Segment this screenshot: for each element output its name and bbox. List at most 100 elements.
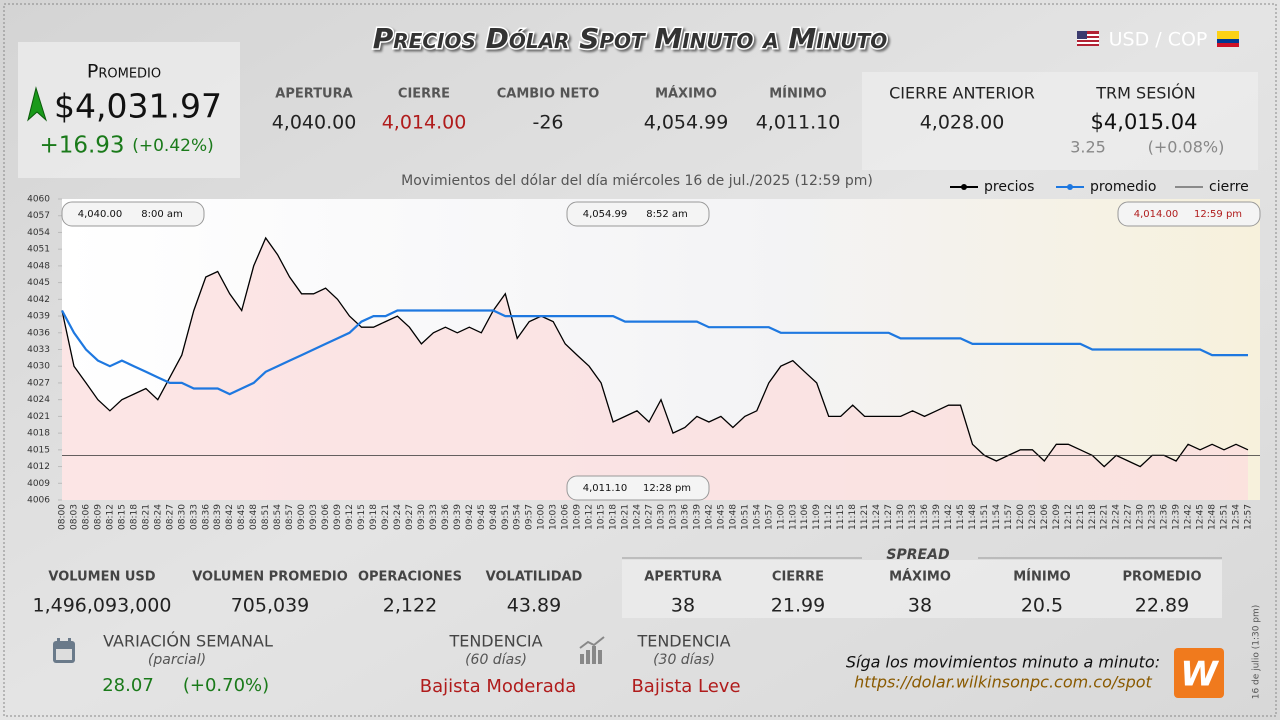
x-tick-label: 12:45	[1196, 504, 1206, 530]
summary-label: CIERRE	[398, 87, 450, 102]
annotation-time: 8:52 am	[646, 209, 688, 220]
chart-title: Movimientos del dólar del día miércoles …	[401, 173, 873, 189]
y-tick-label: 4042	[27, 295, 50, 305]
x-tick-label: 08:39	[213, 504, 223, 530]
x-tick-label: 08:45	[237, 504, 247, 530]
x-tick-label: 12:48	[1208, 504, 1218, 530]
summary-value: 4,014.00	[382, 112, 467, 134]
legend-label: cierre	[1209, 179, 1249, 195]
x-tick-label: 10:06	[561, 504, 571, 530]
spread-value: 21.99	[771, 595, 825, 617]
x-tick-label: 11:45	[956, 504, 966, 530]
trend-value: Bajista Leve	[631, 676, 740, 697]
x-tick-label: 12:54	[1232, 504, 1242, 530]
x-tick-label: 11:09	[812, 504, 822, 530]
y-tick-label: 4012	[27, 462, 50, 472]
x-tick-label: 08:24	[153, 504, 163, 530]
x-tick-label: 09:45	[477, 504, 487, 530]
trend-label: TENDENCIA	[448, 632, 542, 651]
stat-label: VOLATILIDAD	[486, 570, 583, 585]
summary-value: 4,040.00	[272, 112, 357, 134]
weekly-sub: (parcial)	[148, 652, 206, 668]
series-line	[61, 236, 1249, 468]
y-tick-label: 4021	[27, 412, 50, 422]
x-tick-label: 12:15	[1076, 504, 1086, 530]
x-tick-label: 08:00	[58, 504, 68, 530]
flag-us	[1077, 31, 1099, 46]
trend-icon	[579, 636, 605, 664]
x-tick-label: 09:42	[465, 504, 475, 530]
x-tick-label: 12:03	[1028, 504, 1038, 530]
x-tick-label: 12:36	[1160, 504, 1170, 530]
stat-label: OPERACIONES	[358, 570, 462, 585]
x-tick-label: 09:00	[297, 504, 307, 530]
summary-label: CAMBIO NETO	[497, 87, 600, 102]
x-tick-label: 10:51	[740, 504, 750, 530]
x-tick-label: 10:27	[645, 504, 655, 530]
x-tick-label: 10:12	[585, 504, 595, 530]
x-tick-label: 08:06	[81, 504, 91, 530]
y-tick-label: 4057	[27, 211, 50, 221]
x-tick-label: 09:48	[489, 504, 499, 530]
timestamp: 16 de julio (1:30 pm)	[1252, 605, 1262, 700]
x-tick-label: 10:18	[609, 504, 619, 530]
x-tick-label: 12:57	[1244, 504, 1254, 530]
promedio-label: Promedio	[87, 61, 161, 83]
x-tick-label: 10:03	[549, 504, 559, 530]
x-tick-label: 09:57	[525, 504, 535, 530]
stat-label: VOLUMEN USD	[48, 570, 155, 585]
x-tick-label: 10:57	[764, 504, 774, 530]
x-tick-label: 12:33	[1148, 504, 1158, 530]
x-tick-label: 11:48	[968, 504, 978, 530]
x-tick-label: 08:51	[261, 504, 271, 530]
legend-marker	[961, 184, 967, 190]
x-tick-label: 09:39	[453, 504, 463, 530]
x-tick-label: 08:48	[249, 504, 259, 530]
spread-label: APERTURA	[644, 570, 721, 585]
spread-title: SPREAD	[886, 547, 949, 563]
y-tick-label: 4039	[27, 312, 50, 322]
annotation-price: 4,054.99	[583, 209, 628, 220]
plot	[58, 198, 1260, 501]
x-tick-label: 11:42	[944, 504, 954, 530]
spread-value: 38	[671, 595, 695, 617]
y-tick-label: 4006	[27, 496, 50, 506]
trend-label: TENDENCIA	[636, 632, 730, 651]
x-tick-label: 08:57	[285, 504, 295, 530]
spread-label: MÁXIMO	[889, 569, 951, 585]
previous-label: CIERRE ANTERIOR	[889, 84, 1035, 103]
spread-value: 20.5	[1021, 595, 1063, 617]
x-tick-label: 10:48	[728, 504, 738, 530]
x-tick-label: 11:06	[800, 504, 810, 530]
x-tick-label: 12:00	[1016, 504, 1026, 530]
annotation-price: 4,011.10	[583, 483, 628, 494]
x-tick-label: 12:18	[1088, 504, 1098, 530]
x-tick-label: 10:39	[692, 504, 702, 530]
x-tick-label: 10:24	[633, 504, 643, 530]
x-tick-label: 09:21	[381, 504, 391, 530]
x-tick-label: 09:36	[441, 504, 451, 530]
x-tick-label: 09:27	[405, 504, 415, 530]
x-tick-label: 12:24	[1112, 504, 1122, 530]
x-tick-label: 08:15	[117, 504, 127, 530]
x-tick-label: 11:30	[896, 504, 906, 530]
x-tick-label: 11:36	[920, 504, 930, 530]
x-tick-label: 09:15	[357, 504, 367, 530]
x-tick-label: 09:24	[393, 504, 403, 530]
annotation-price: 4,040.00	[78, 209, 123, 220]
y-tick-label: 4030	[27, 362, 50, 372]
stat-value: 43.89	[507, 595, 561, 617]
price-area	[62, 238, 1248, 500]
x-tick-label: 08:30	[177, 504, 187, 530]
x-tick-label: 11:27	[884, 504, 894, 530]
weekly-label: VARIACIÓN SEMANAL	[103, 632, 273, 651]
annotation-box	[1117, 201, 1261, 227]
y-tick-label: 4009	[27, 479, 50, 489]
x-tick-label: 11:39	[932, 504, 942, 530]
x-tick-label: 09:51	[501, 504, 511, 530]
trend-sub: (30 días)	[653, 652, 715, 668]
calendar-icon	[53, 638, 75, 663]
trm-change-pct: (+0.08%)	[1148, 138, 1225, 157]
x-tick-label: 08:42	[225, 504, 235, 530]
annotation-time: 8:00 am	[141, 209, 183, 220]
